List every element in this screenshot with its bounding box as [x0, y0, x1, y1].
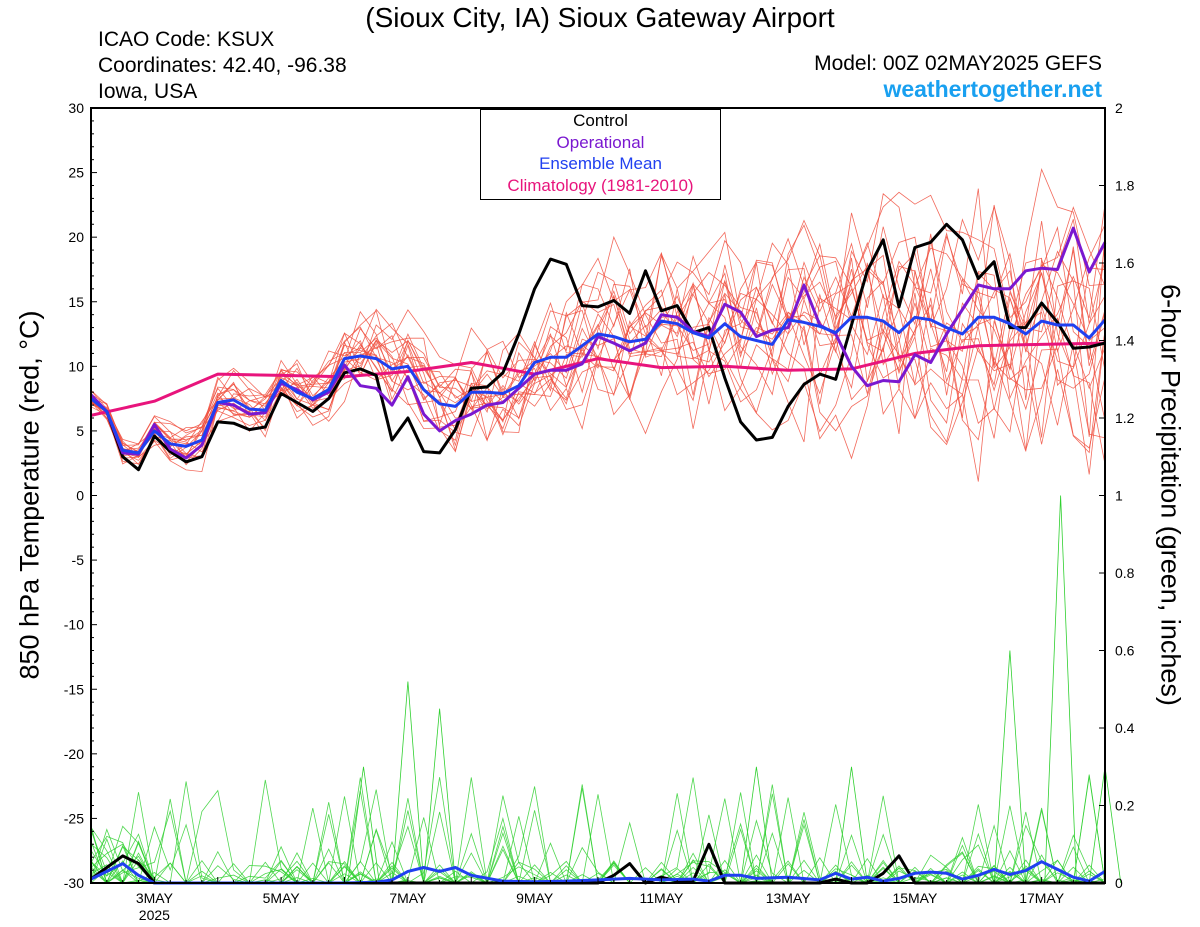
- ensemble-member-precip-spike: [993, 650, 1027, 884]
- x-tick-label: 13MAY: [766, 890, 812, 906]
- x-tick-label: 3MAY: [136, 890, 174, 906]
- ensemble-member-precip-line: [90, 774, 1106, 884]
- y-left-tick-label: 10: [68, 358, 84, 374]
- model-run: Model: 00Z 02MAY2025 GEFS: [814, 52, 1102, 75]
- y-right-tick-label: 1.6: [1115, 255, 1135, 271]
- ensemble-member-temp-line: [90, 219, 1106, 459]
- y-right-tick-label: 0.4: [1115, 720, 1135, 736]
- y-left-tick-label: 25: [68, 165, 84, 181]
- y-left-tick-label: 20: [68, 229, 84, 245]
- x-tick-sublabel: 2025: [139, 907, 170, 923]
- ensemble-member-temp-line: [90, 260, 1106, 453]
- chart-title: (Sioux City, IA) Sioux Gateway Airport: [365, 2, 835, 33]
- legend-mean: Ensemble Mean: [539, 154, 662, 173]
- x-tick-label: 5MAY: [263, 890, 301, 906]
- y-right-tick-label: 0.6: [1115, 643, 1135, 659]
- ensemble-member-temp-line: [90, 251, 1106, 466]
- legend: Control Operational Ensemble Mean Climat…: [480, 109, 721, 200]
- y-right-tick-label: 1.2: [1115, 410, 1135, 426]
- series-ensemble-mean: [90, 315, 1107, 455]
- y-right-tick-label: 1.8: [1115, 178, 1135, 194]
- ensemble-member-temp-line: [90, 224, 1106, 459]
- y-right-tick-label: 1: [1115, 488, 1123, 504]
- y-left-tick-label: -30: [64, 875, 84, 891]
- icao-code: ICAO Code: KSUX: [98, 28, 275, 51]
- ensemble-member-precip-spike: [835, 766, 868, 884]
- ensemble-member-precip-line: [90, 793, 1106, 884]
- ensemble-member-precip-line: [90, 793, 1105, 884]
- y-left-tick-label: -5: [72, 552, 85, 568]
- y-left-tick-label: -10: [64, 617, 84, 633]
- plot-frame: [90, 107, 1106, 884]
- y-left-tick-label: 30: [68, 100, 84, 116]
- ensemble-member-precip-line: [90, 798, 1106, 884]
- brand-link[interactable]: weathertogether.net: [883, 76, 1102, 102]
- coordinates: Coordinates: 42.40, -96.38: [98, 54, 347, 77]
- x-tick-label: 15MAY: [892, 890, 938, 906]
- x-tick-label: 17MAY: [1019, 890, 1065, 906]
- ensemble-member-temp-line: [90, 191, 1106, 459]
- ensemble-member-temp-line: [90, 221, 1106, 475]
- series-control: [105, 222, 1106, 472]
- ensemble-member-precip-line: [90, 784, 1106, 884]
- y-axis-label-left: 850 hPa Temperature (red, °C): [14, 310, 45, 680]
- y-axis-label-right: 6-hour Precipitation (green, inches): [1155, 284, 1186, 706]
- ensemble-member-precip-spike: [347, 766, 380, 884]
- y-right-tick-label: 2: [1115, 100, 1123, 116]
- ensemble-member-precip-line: [90, 795, 1105, 884]
- y-right-tick-label: 0.2: [1115, 798, 1135, 814]
- ensemble-member-temp-line: [90, 212, 1106, 458]
- ensemble-member-precip-spike: [1044, 495, 1077, 884]
- y-left-tick-label: 15: [68, 294, 84, 310]
- legend-climo: Climatology (1981-2010): [507, 175, 694, 195]
- y-right-tick-label: 1.4: [1115, 333, 1135, 349]
- legend-control: Control: [573, 111, 628, 130]
- y-left-tick-label: -15: [64, 681, 84, 697]
- ensemble-member-temp-line: [90, 193, 1106, 464]
- y-left-tick-label: 0: [76, 488, 84, 504]
- ensemble-member-precip-spike: [740, 766, 773, 884]
- ensemble-member-temp-line: [90, 205, 1106, 453]
- ensemble-member-temp-line: [90, 188, 1106, 456]
- region: Iowa, USA: [98, 80, 198, 103]
- ensemble-member-lines: [90, 168, 1122, 885]
- ensemble-member-precip-line: [90, 792, 1106, 884]
- y-left-tick-label: 5: [76, 423, 84, 439]
- y-right-tick-label: 0.8: [1115, 565, 1135, 581]
- ensemble-member-precip-spike: [391, 681, 425, 884]
- y-left-tick-label: -25: [64, 810, 84, 826]
- x-tick-label: 11MAY: [639, 890, 683, 906]
- x-tick-label: 7MAY: [389, 890, 427, 906]
- y-right-tick-label: 0: [1115, 875, 1123, 891]
- y-left-tick-label: -20: [64, 746, 84, 762]
- x-tick-label: 9MAY: [516, 890, 554, 906]
- ensemble-member-precip-line: [90, 804, 1105, 884]
- ensemble-member-precip-spike: [423, 708, 456, 884]
- series-operational: [89, 226, 1107, 460]
- axes: 302520151050-5-10-15-20-25-3021.81.61.41…: [64, 100, 1135, 923]
- series-lines: [89, 222, 1107, 885]
- legend-operational: Operational: [556, 132, 645, 152]
